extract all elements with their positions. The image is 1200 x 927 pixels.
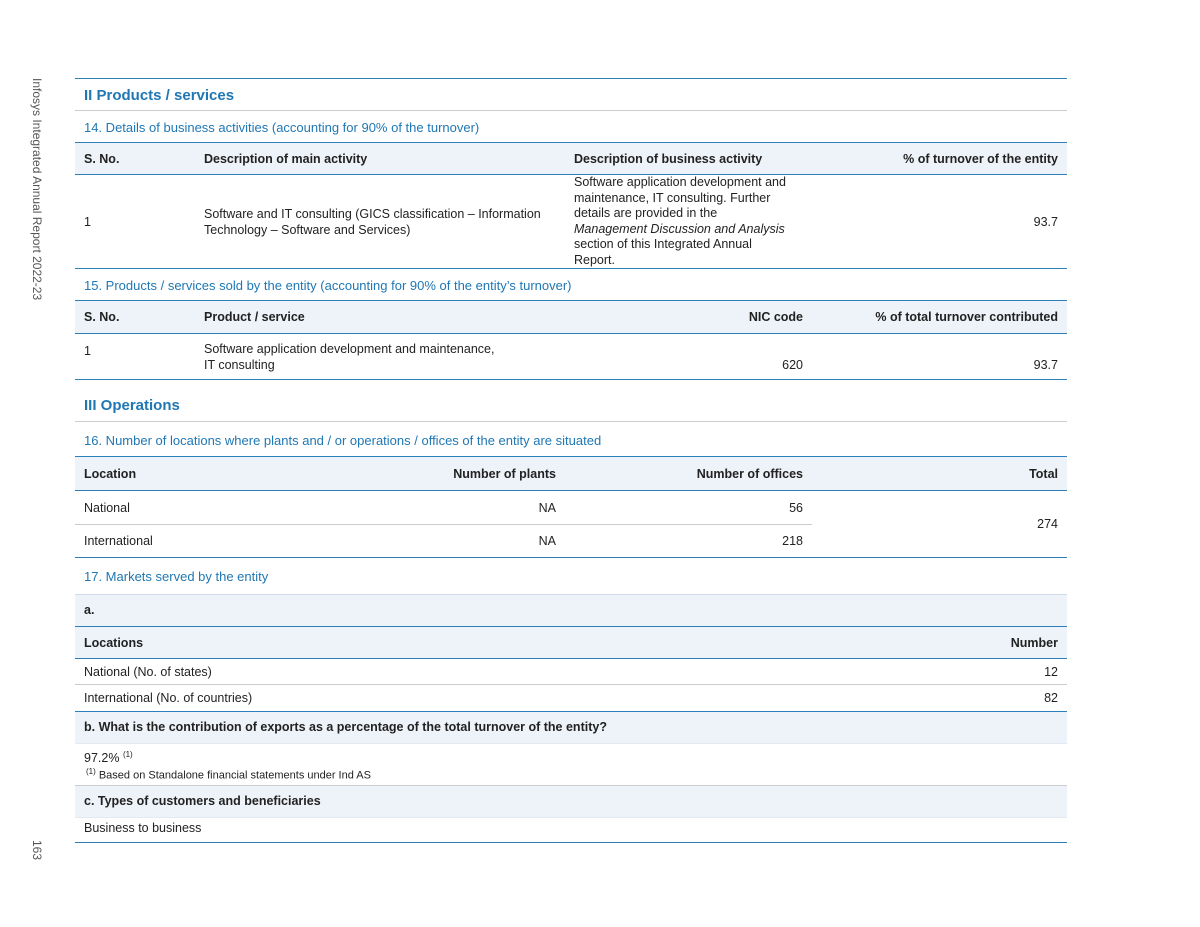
table-title: 14. Details of business activities (acco… xyxy=(75,111,1067,143)
text: NA xyxy=(538,500,556,515)
cell: 82 xyxy=(1044,691,1058,705)
header: % of total turnover contributed xyxy=(812,301,1067,334)
cell: Software application development and mai… xyxy=(204,341,495,372)
cell: 1 xyxy=(84,214,91,229)
markets-table: Locations Number National (No. of states… xyxy=(75,627,1067,712)
text: section of this Integrated Annual Report… xyxy=(574,237,752,267)
answer-text: 97.2% xyxy=(84,751,120,766)
header: % of turnover of the entity xyxy=(812,143,1067,175)
cell: International (No. of countries) xyxy=(84,691,253,705)
table-title: 17. Markets served by the entity xyxy=(75,558,1067,595)
products-table: S. No. Product / service NIC code % of t… xyxy=(75,301,1067,380)
table-title: 15. Products / services sold by the enti… xyxy=(75,269,1067,301)
cell: 12 xyxy=(1044,664,1058,679)
header: Locations xyxy=(75,627,775,659)
header: Location Number of plants xyxy=(75,457,565,491)
cell: 218 xyxy=(782,534,803,548)
report-title: Infosys Integrated Annual Report 2022-23 xyxy=(30,78,44,301)
cell: International NA xyxy=(75,525,565,558)
cell: 620 xyxy=(782,358,803,372)
header: Total xyxy=(812,457,1067,491)
footnote-text: Based on Standalone financial statements… xyxy=(98,769,371,782)
text: International xyxy=(84,534,153,548)
footnote: (1) Based on Standalone financial statem… xyxy=(75,764,1067,786)
header: Description of business activity xyxy=(565,143,812,175)
cell: 274 xyxy=(812,490,1067,558)
text: National xyxy=(84,500,130,515)
header: Number of offices xyxy=(565,457,812,491)
header: S. No. xyxy=(75,143,195,175)
footnote-mark: (1) xyxy=(122,750,133,759)
page-number: 163 xyxy=(30,840,44,861)
header: Product / service xyxy=(195,301,565,334)
cell: Software and IT consulting (GICS classif… xyxy=(204,206,541,237)
cell: Software application development and mai… xyxy=(565,175,812,269)
cell: National (No. of states) xyxy=(84,664,212,679)
header: Description of main activity xyxy=(195,143,565,175)
section-heading: II Products / services xyxy=(75,79,1067,111)
content: II Products / services 14. Details of bu… xyxy=(75,78,1067,843)
header: NIC code xyxy=(565,301,812,334)
locations-table: Location Number of plants Number of offic… xyxy=(75,457,1067,558)
table-title: 16. Number of locations where plants and… xyxy=(75,422,1067,457)
cell: 56 xyxy=(565,490,812,525)
question: b. What is the contribution of exports a… xyxy=(75,712,1067,744)
italic-text: Management Discussion and Analysis xyxy=(574,221,785,236)
section-heading: III Operations xyxy=(75,380,1067,422)
sub-label: a. xyxy=(75,595,1067,627)
business-activities-table: S. No. Description of main activity Desc… xyxy=(75,143,1067,269)
cell: 1 xyxy=(84,344,91,358)
header-text: Number of plants xyxy=(453,466,556,481)
cell: National NA xyxy=(75,490,565,525)
cell: 93.7 xyxy=(1033,358,1058,372)
header-text: Location xyxy=(84,466,137,481)
answer: 97.2% (1) xyxy=(75,744,1067,766)
text: Software application development and mai… xyxy=(574,175,786,220)
answer: Business to business xyxy=(75,818,1067,843)
question: c. Types of customers and beneficiaries xyxy=(75,786,1067,818)
cell: 93.7 xyxy=(1033,214,1058,229)
text: NA xyxy=(538,534,556,548)
header: S. No. xyxy=(75,301,195,334)
footnote-mark: (1) xyxy=(86,767,96,776)
header: Number xyxy=(775,627,1067,659)
